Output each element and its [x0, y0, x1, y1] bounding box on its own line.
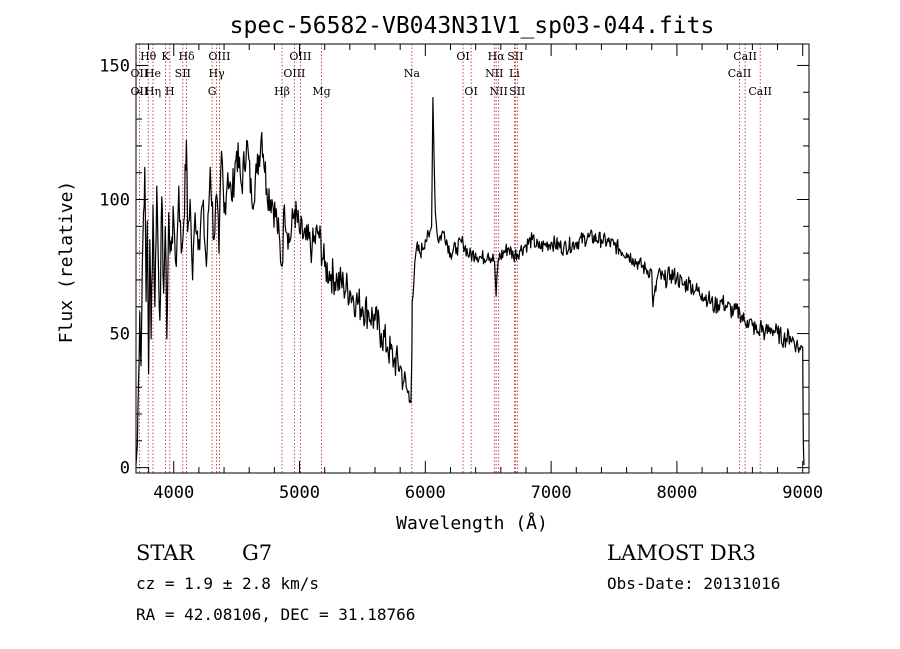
- spectral-line-label: Hβ: [274, 85, 290, 98]
- spectral-line-label: He: [145, 67, 161, 80]
- spectral-line-label: OII: [131, 67, 149, 80]
- spectral-line-label: OI: [464, 85, 477, 98]
- spectral-line-label: OII: [131, 85, 149, 98]
- x-tick-label: 4000: [153, 483, 194, 503]
- y-tick-label: 150: [99, 56, 130, 76]
- object-subclass: G7: [242, 541, 272, 565]
- spectral-line-label: Hα: [488, 50, 506, 63]
- spectral-line-label: Mg: [312, 85, 330, 98]
- x-tick-label: 9000: [782, 483, 823, 503]
- plot-frame: [135, 43, 810, 474]
- spectral-line-label: Li: [509, 67, 520, 80]
- chart-title: spec-56582-VB043N31V1_sp03-044.fits: [230, 13, 715, 39]
- spectral-line-label: OIII: [208, 50, 230, 63]
- x-tick-label: 6000: [405, 483, 446, 503]
- axis-ticks: 4000 5000 6000 7000 8000 9000 0 50 100 150: [99, 44, 823, 503]
- spectral-line-label: Hδ: [178, 50, 195, 63]
- spectral-line-label: Hη: [145, 85, 161, 98]
- x-tick-label: 8000: [656, 483, 697, 503]
- spectrum-line: [135, 96, 805, 466]
- spectral-line-label: SII: [175, 67, 191, 80]
- spectral-line-label: Na: [404, 67, 421, 80]
- spectral-line-label: K: [161, 50, 170, 63]
- redshift-cz: cz = 1.9 ± 2.8 km/s: [136, 574, 319, 593]
- y-axis-label: Flux (relative): [56, 181, 77, 344]
- spectral-line-label: G: [208, 85, 217, 98]
- spectral-line-label: Hθ: [140, 50, 157, 63]
- y-tick-label: 100: [99, 191, 130, 211]
- x-tick-label: 5000: [279, 483, 320, 503]
- spectral-line-label: OI: [456, 50, 469, 63]
- x-axis-label: Wavelength (Å): [396, 512, 548, 534]
- spectral-line-label: NII: [490, 85, 508, 98]
- spectral-line-label: NII: [485, 67, 503, 80]
- spectral-line-label: SII: [509, 85, 525, 98]
- spectral-line-label: CaII: [733, 50, 757, 63]
- observation-date: Obs-Date: 20131016: [607, 574, 780, 593]
- spectral-line-label: Hγ: [209, 67, 226, 80]
- spectral-line-label: CaII: [728, 67, 752, 80]
- sky-coordinates: RA = 42.08106, DEC = 31.18766: [136, 605, 415, 624]
- spectral-line-markers: [138, 44, 761, 473]
- object-class: STAR: [136, 541, 195, 565]
- x-tick-label: 7000: [531, 483, 572, 503]
- spectral-line-label: OIII: [289, 50, 311, 63]
- y-tick-label: 50: [110, 325, 130, 345]
- y-tick-label: 0: [120, 459, 130, 479]
- spectral-line-label: H: [165, 85, 175, 98]
- spectral-line-label: CaII: [748, 85, 772, 98]
- spectral-line-label: OIII: [283, 67, 305, 80]
- survey-name: LAMOST DR3: [607, 541, 756, 565]
- spectral-line-label: SII: [507, 50, 523, 63]
